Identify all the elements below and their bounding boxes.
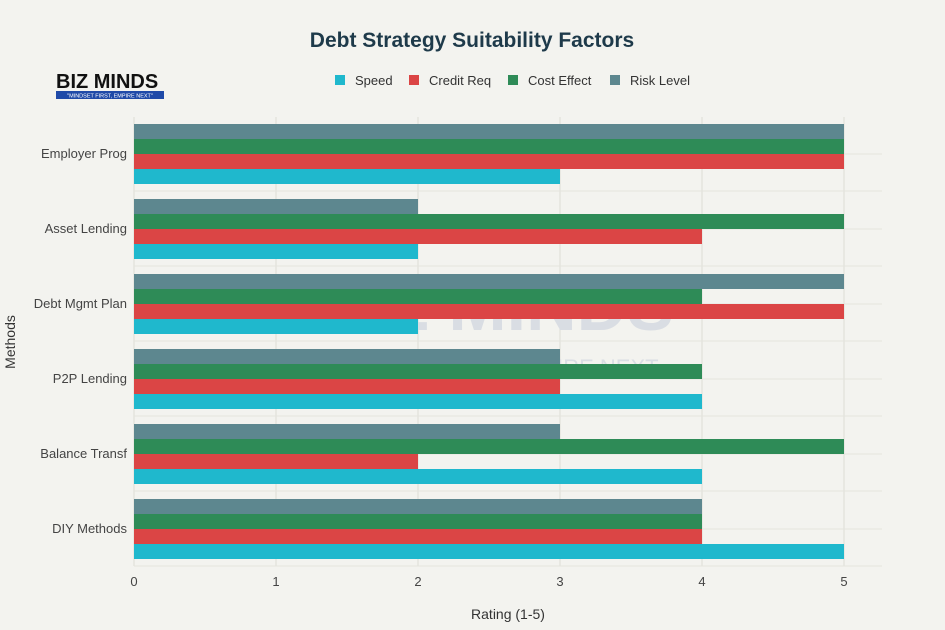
bar-cost-effect[interactable] — [134, 139, 844, 154]
legend-label[interactable]: Cost Effect — [528, 73, 592, 88]
bar-credit-req[interactable] — [134, 154, 844, 169]
bar-speed[interactable] — [134, 169, 560, 184]
y-tick-label: Employer Prog — [41, 146, 127, 161]
x-tick-label: 4 — [698, 574, 705, 589]
bar-cost-effect[interactable] — [134, 514, 702, 529]
legend-swatch — [409, 75, 419, 85]
x-tick-label: 5 — [840, 574, 847, 589]
y-tick-label: DIY Methods — [52, 521, 127, 536]
bar-risk-level[interactable] — [134, 424, 560, 439]
bar-credit-req[interactable] — [134, 529, 702, 544]
logo-banner — [56, 91, 164, 99]
legend-label[interactable]: Credit Req — [429, 73, 491, 88]
x-tick-label: 3 — [556, 574, 563, 589]
bar-credit-req[interactable] — [134, 304, 844, 319]
logo-text: BIZ MINDS — [56, 71, 158, 93]
legend-label[interactable]: Risk Level — [630, 73, 690, 88]
y-tick-label: Debt Mgmt Plan — [34, 296, 127, 311]
bar-cost-effect[interactable] — [134, 214, 844, 229]
bar-speed[interactable] — [134, 469, 702, 484]
logo: BIZ MINDS "MINDSET FIRST, EMPIRE NEXT" — [56, 71, 164, 100]
bar-risk-level[interactable] — [134, 499, 702, 514]
y-tick-label: Balance Transf — [40, 446, 127, 461]
x-tick-label: 2 — [414, 574, 421, 589]
x-axis-label: Rating (1-5) — [471, 606, 545, 622]
legend-swatch — [610, 75, 620, 85]
bar-credit-req[interactable] — [134, 379, 560, 394]
bar-speed[interactable] — [134, 244, 418, 259]
legend-swatch — [508, 75, 518, 85]
legend: Speed Credit Req Cost Effect Risk Level — [335, 73, 690, 88]
y-axis-label: Methods — [2, 315, 18, 369]
y-tick-label: P2P Lending — [53, 371, 127, 386]
logo-tagline: "MINDSET FIRST, EMPIRE NEXT" — [67, 94, 153, 100]
bar-speed[interactable] — [134, 544, 844, 559]
chart-title: Debt Strategy Suitability Factors — [310, 29, 634, 52]
x-tick-labels: 0 1 2 3 4 5 — [130, 574, 847, 589]
y-tick-label: Asset Lending — [45, 221, 127, 236]
legend-label[interactable]: Speed — [355, 73, 393, 88]
bar-risk-level[interactable] — [134, 199, 418, 214]
legend-swatch — [335, 75, 345, 85]
bar-risk-level[interactable] — [134, 274, 844, 289]
bar-cost-effect[interactable] — [134, 364, 702, 379]
bar-speed[interactable] — [134, 319, 418, 334]
y-tick-labels: DIY Methods Balance Transf P2P Lending Debt… — [34, 146, 128, 536]
bars — [134, 124, 844, 559]
bar-cost-effect[interactable] — [134, 439, 844, 454]
bar-cost-effect[interactable] — [134, 289, 702, 304]
x-tick-label: 0 — [130, 574, 137, 589]
bar-credit-req[interactable] — [134, 454, 418, 469]
bar-speed[interactable] — [134, 394, 702, 409]
bar-risk-level[interactable] — [134, 349, 560, 364]
bar-credit-req[interactable] — [134, 229, 702, 244]
x-tick-label: 1 — [272, 574, 279, 589]
bar-risk-level[interactable] — [134, 124, 844, 139]
